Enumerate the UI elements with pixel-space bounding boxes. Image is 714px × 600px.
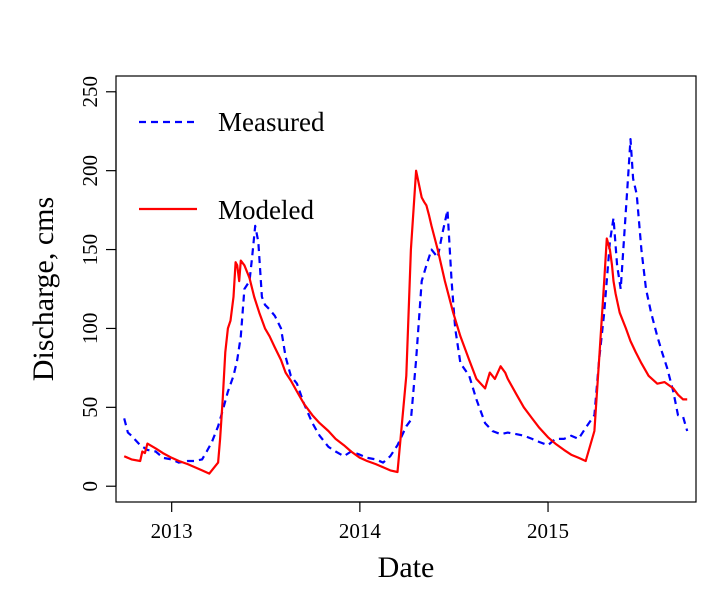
legend-label-measured: Measured [218, 107, 325, 137]
y-axis-title: Discharge, cms [27, 197, 60, 381]
legend: Measured Modeled [139, 107, 325, 225]
axis-layer: 2013 2014 2015 0 50 100 150 200 250 [78, 76, 569, 543]
y-tick-label: 150 [78, 234, 102, 266]
x-axis-title: Date [378, 551, 435, 584]
y-tick-label: 250 [78, 76, 102, 108]
y-tick-label: 0 [78, 481, 102, 492]
y-tick-label: 100 [78, 313, 102, 345]
series-line-modeled [123, 169, 688, 475]
series-line-measured [123, 138, 689, 464]
legend-label-modeled: Modeled [218, 195, 314, 225]
x-tick-label: 2015 [527, 519, 569, 543]
x-tick-label: 2014 [339, 519, 382, 543]
y-tick-label: 50 [78, 397, 102, 418]
y-tick-label: 200 [78, 155, 102, 187]
x-tick-label: 2013 [151, 519, 193, 543]
series-layer [123, 138, 689, 475]
plot-frame [115, 75, 697, 503]
